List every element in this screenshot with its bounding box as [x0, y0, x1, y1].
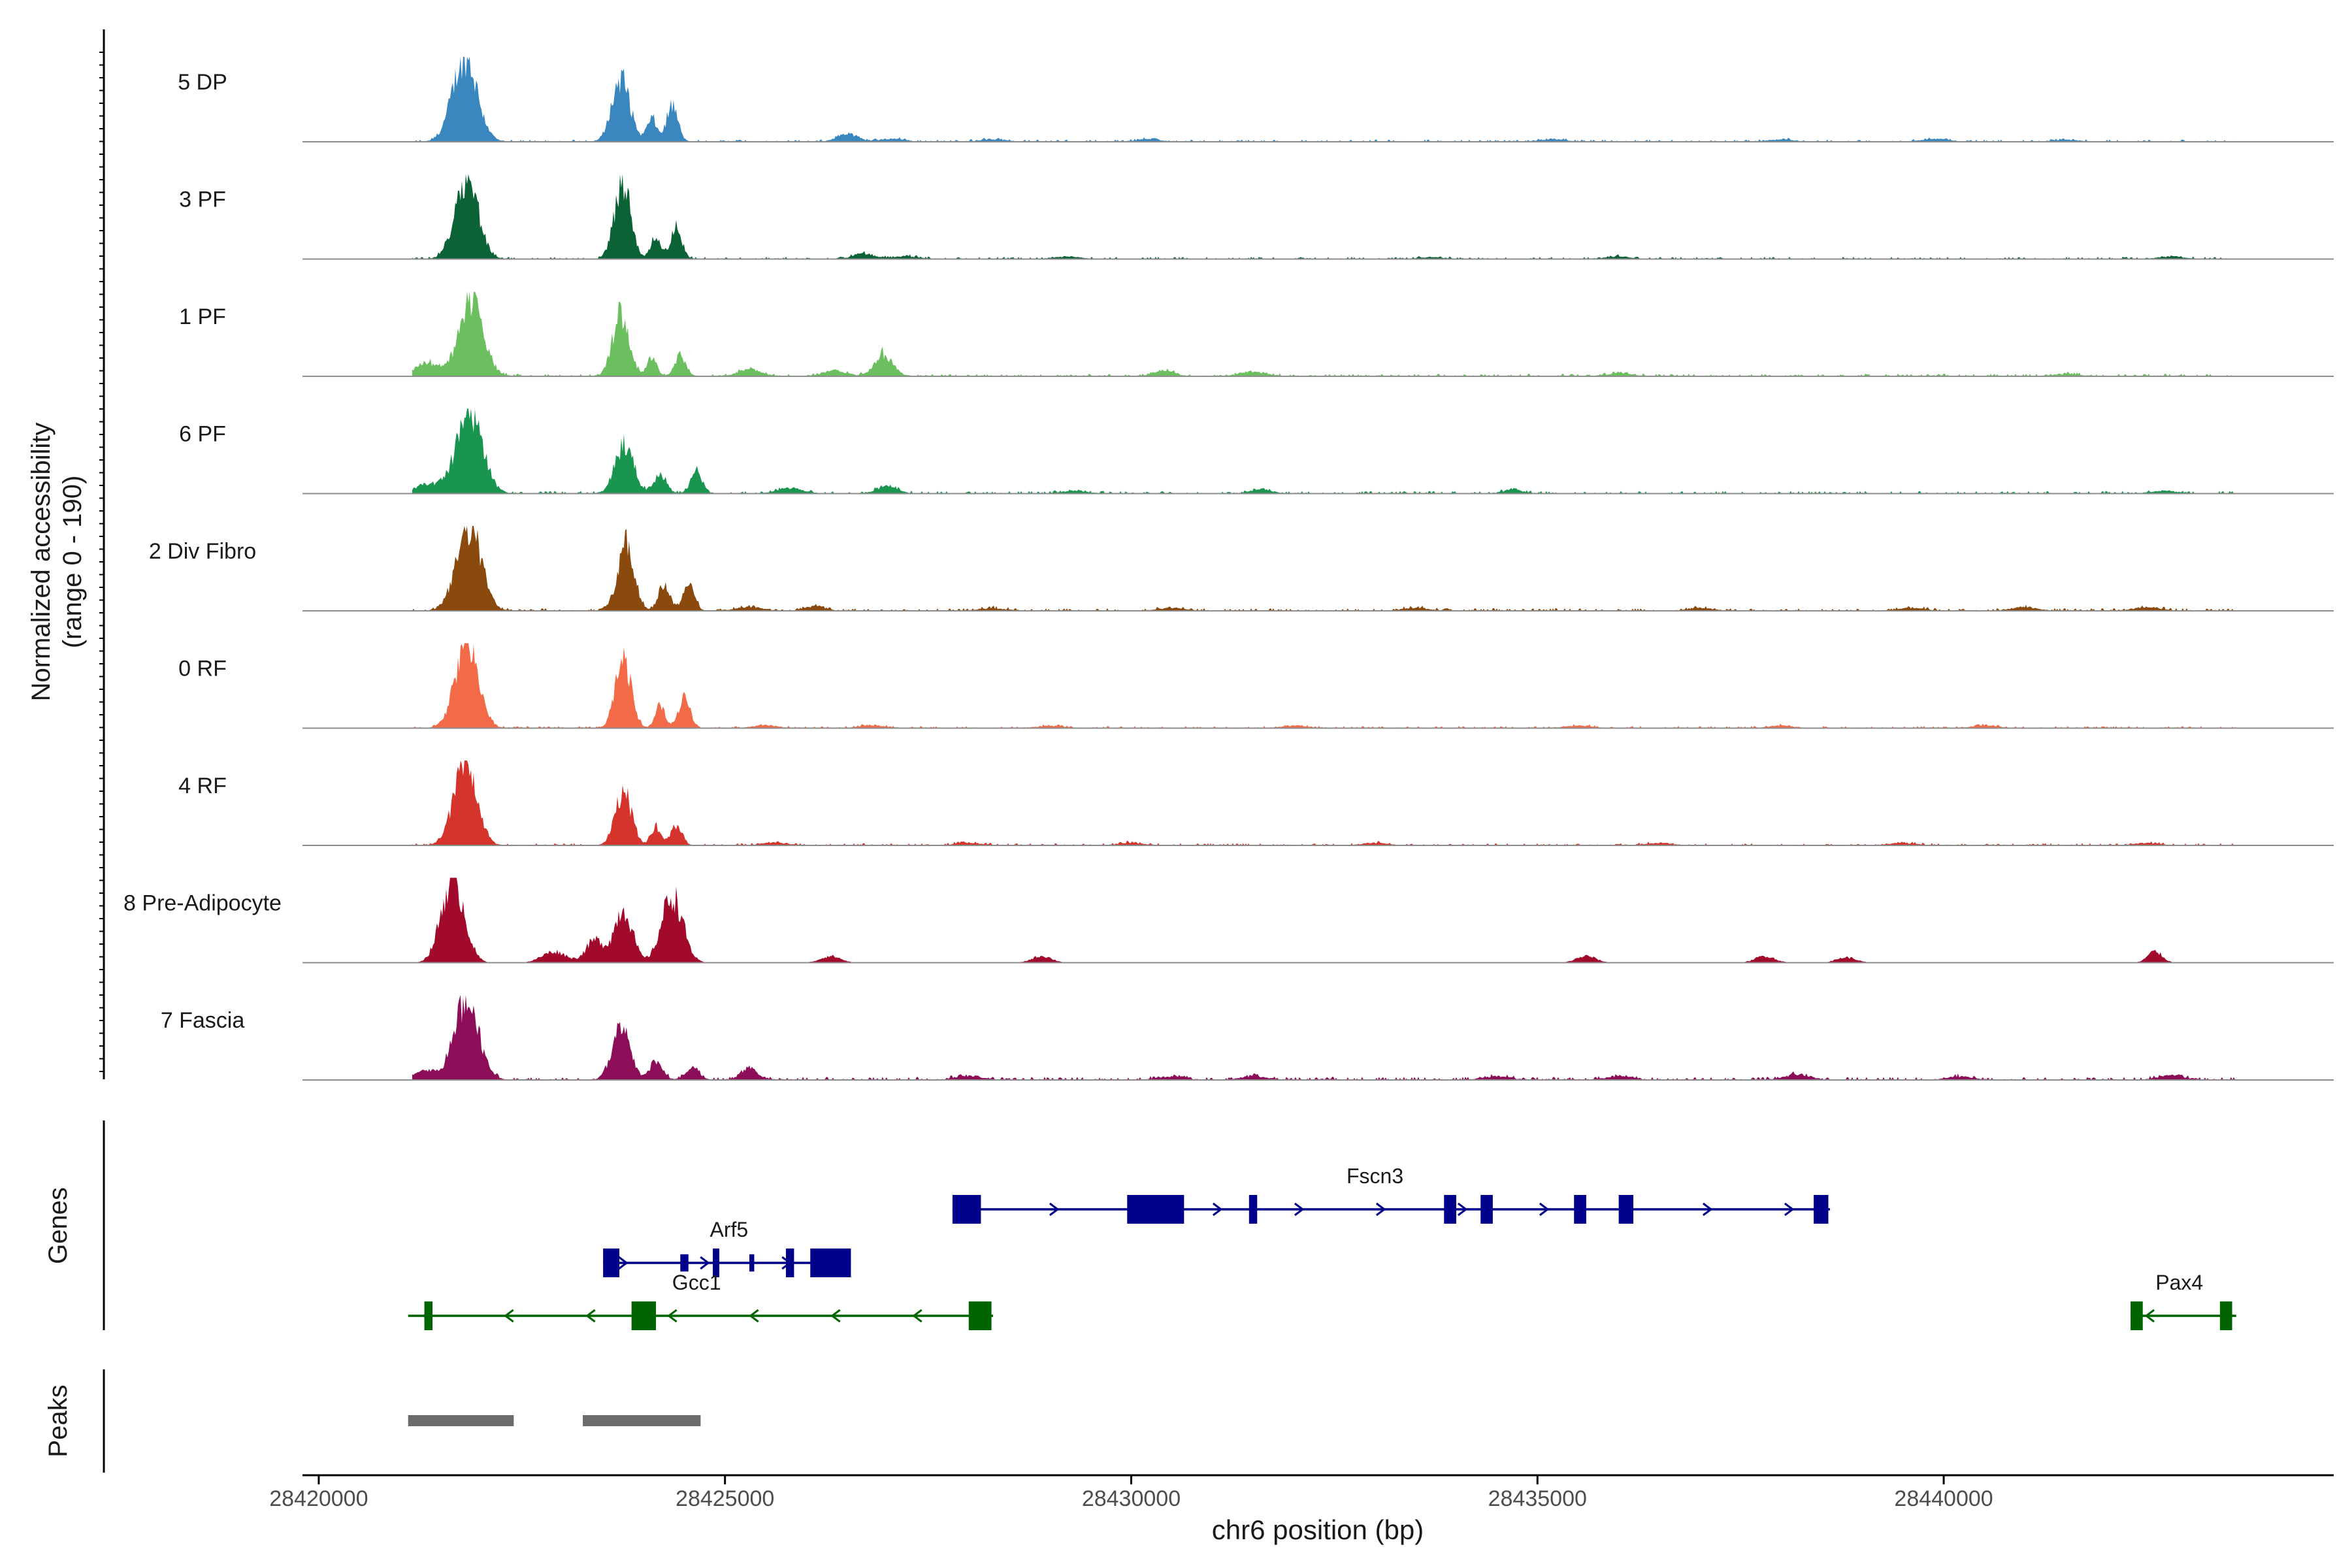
strand-arrow [700, 1256, 710, 1270]
gene-exon [2219, 1301, 2232, 1330]
gene-exon [749, 1254, 755, 1272]
peaks-track [408, 1415, 701, 1426]
gene-exon [1249, 1195, 1258, 1224]
track-label: 2 Div Fibro [149, 539, 256, 564]
gene-label: Pax4 [2155, 1271, 2203, 1294]
strand-arrow [504, 1309, 514, 1323]
coverage-track: 6 PF [179, 408, 2334, 495]
coverage-track: 4 RF [178, 760, 2334, 846]
gene-model: Fscn3 [952, 1164, 1830, 1224]
gene-label: Gcc1 [672, 1271, 721, 1294]
coverage-area [412, 877, 2236, 963]
strand-arrow [618, 1256, 629, 1270]
x-tick-label: 28440000 [1894, 1486, 1993, 1511]
coverage-track: 3 PF [179, 174, 2334, 260]
track-label: 5 DP [178, 70, 227, 95]
genes-panel-label: Genes [44, 1187, 73, 1264]
gene-model: Gcc1 [408, 1271, 994, 1330]
gene-exon [680, 1254, 689, 1272]
strand-arrow [667, 1309, 678, 1323]
coverage-track: 7 Fascia [161, 995, 2334, 1081]
coverage-track: 2 Div Fibro [149, 526, 2334, 612]
y-axis-label: Normalized accessibility [27, 423, 56, 702]
strand-arrow [1539, 1202, 1550, 1217]
track-label: 4 RF [178, 774, 227, 798]
x-tick-label: 28425000 [676, 1486, 774, 1511]
gene-exon [1127, 1195, 1184, 1224]
gene-model: Arf5 [603, 1218, 851, 1277]
track-label: 6 PF [179, 422, 226, 447]
strand-arrow [830, 1309, 841, 1323]
gene-model: Pax4 [2131, 1271, 2236, 1330]
strand-arrow [585, 1309, 596, 1323]
strand-arrow [749, 1309, 759, 1323]
track-label: 3 PF [179, 188, 226, 212]
coverage-track: 0 RF [178, 643, 2334, 729]
peak-region [583, 1415, 701, 1426]
gene-exon [1814, 1195, 1829, 1224]
gene-exon [1618, 1195, 1634, 1224]
track-label: 1 PF [179, 304, 226, 329]
peak-region [408, 1415, 514, 1426]
track-label: 0 RF [178, 657, 227, 681]
x-tick-label: 28420000 [269, 1486, 368, 1511]
gene-exon [810, 1249, 851, 1277]
gene-label: Fscn3 [1347, 1164, 1403, 1188]
coverage-track: 5 DP [178, 57, 2334, 142]
strand-arrow [912, 1309, 923, 1323]
gene-exon [968, 1301, 992, 1330]
peaks-panel-label: Peaks [44, 1384, 73, 1457]
coverage-tracks: 5 DP 3 PF 1 PF 6 PF 2 Div Fibro 0 RF 4 RF 8 Pre… [123, 57, 2334, 1081]
gene-exon [1444, 1195, 1456, 1224]
strand-arrow [1212, 1202, 1223, 1217]
strand-arrow [2144, 1309, 2155, 1323]
x-axis-label: chr6 position (bp) [1212, 1514, 1424, 1545]
gene-exon [952, 1195, 981, 1224]
strand-arrow [1457, 1202, 1468, 1217]
gene-exon [1574, 1195, 1586, 1224]
coverage-y-ticks [99, 52, 104, 1072]
gene-exon [2131, 1301, 2143, 1330]
strand-arrow [1702, 1202, 1713, 1217]
strand-arrow [1294, 1202, 1305, 1217]
x-tick-label: 28435000 [1488, 1486, 1587, 1511]
x-tick-label: 28430000 [1082, 1486, 1181, 1511]
coverage-track: 1 PF [179, 291, 2334, 377]
gene-exon [424, 1301, 433, 1330]
y-axis-range-label: (range 0 - 190) [58, 476, 87, 649]
strand-arrow [1375, 1202, 1386, 1217]
coverage-track: 8 Pre-Adipocyte [123, 877, 2334, 964]
gene-exon [713, 1249, 719, 1277]
strand-arrow [1784, 1202, 1795, 1217]
track-label: 8 Pre-Adipocyte [123, 891, 282, 916]
gene-track: Fscn3 Arf5 Gcc1 Pax4 [408, 1164, 2236, 1330]
gene-exon [631, 1301, 656, 1330]
x-axis-ticks: 28420000 28425000 28430000 28435000 28440000 [269, 1475, 1993, 1511]
gene-exon [603, 1249, 620, 1277]
strand-arrow [1049, 1202, 1060, 1217]
gene-exon [785, 1249, 794, 1277]
track-label: 7 Fascia [161, 1008, 245, 1033]
gene-exon [1480, 1195, 1493, 1224]
gene-label: Arf5 [710, 1218, 749, 1241]
